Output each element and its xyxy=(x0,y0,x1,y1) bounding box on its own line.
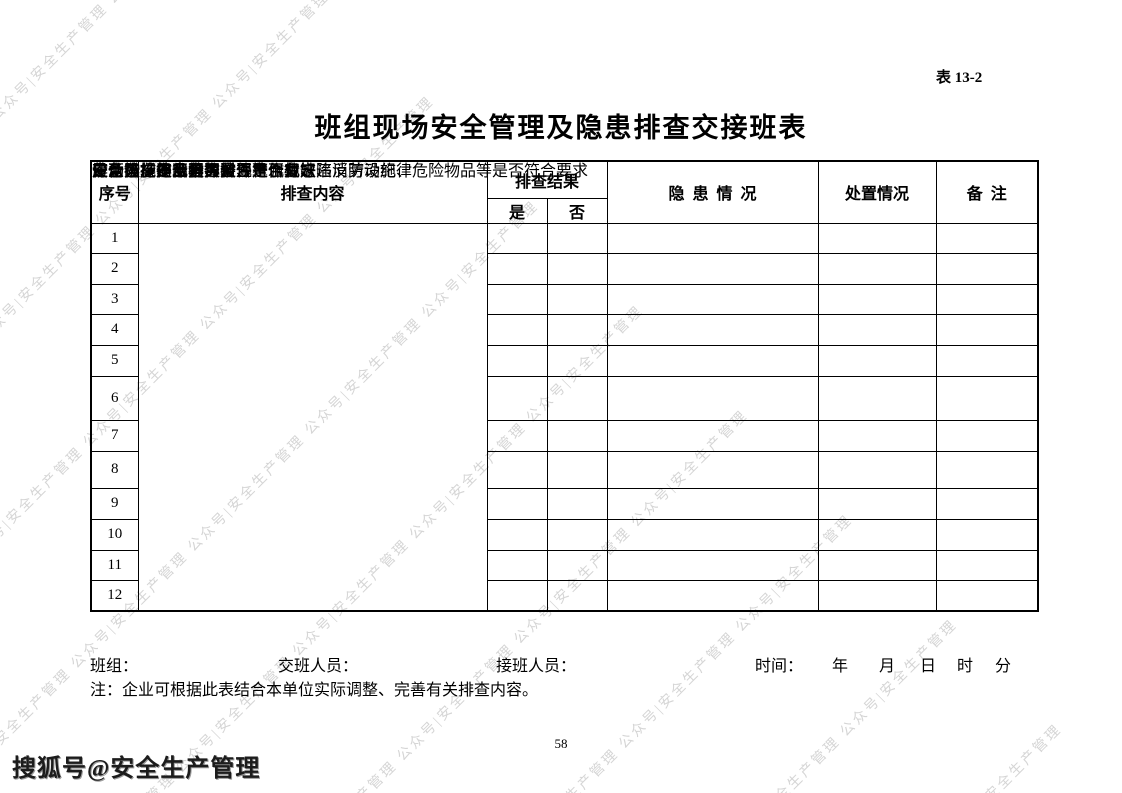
cell-result-no xyxy=(546,579,608,612)
header-row-1: 序号 排查内容 排查结果 隐 患 情 况 处置情况 备 注 xyxy=(90,160,1039,224)
cell-remark xyxy=(935,222,1039,254)
handover-label: 交班人员： xyxy=(278,658,359,675)
table-row: 10 xyxy=(90,161,1039,611)
cell-disposal xyxy=(817,222,937,254)
cell-result-no xyxy=(546,344,608,377)
header-col-result-yes: 是 xyxy=(486,197,548,224)
minute-label: 分 xyxy=(995,658,1012,675)
day-label: 日 xyxy=(920,658,937,675)
table-row: 8 应急措施是否落实 xyxy=(90,161,1039,611)
hour-label: 时 xyxy=(957,658,974,675)
cell-remark xyxy=(935,283,1039,315)
checklist-body: 1 设备设施、工具、附件是否有缺陷 2 设备设施安全防护装置是否良好 3 安全运行技术参数… xyxy=(90,161,1039,612)
cell-hazard xyxy=(606,283,819,315)
cell-disposal xyxy=(817,313,937,346)
cell-hazard xyxy=(606,344,819,377)
table-row: 7 是否存在违章指挥、违章作业、违反劳动纪律 xyxy=(90,161,1039,611)
table-row: 9 xyxy=(90,161,1039,611)
cell-hazard xyxy=(606,252,819,285)
cell-result-no xyxy=(546,222,608,254)
table-number-label: 表 13-2 xyxy=(936,70,983,86)
cell-content xyxy=(91,161,1039,611)
cell-hazard xyxy=(606,450,819,489)
cell-remark xyxy=(935,450,1039,489)
header-col-remark: 备 注 xyxy=(935,160,1039,224)
cell-result-no xyxy=(546,252,608,285)
note-text: 注：企业可根据此表结合本单位实际调整、完善有关排查内容。 xyxy=(90,682,539,699)
cell-result-yes xyxy=(486,313,548,346)
time-label: 时间： xyxy=(755,658,804,675)
cell-disposal xyxy=(817,344,937,377)
month-label: 月 xyxy=(879,658,896,675)
cell-result-yes xyxy=(486,252,548,285)
cell-hazard xyxy=(606,518,819,551)
team-label: 班组： xyxy=(90,658,139,675)
header-col-content: 排查内容 xyxy=(137,160,488,224)
year-label: 年 xyxy=(832,658,849,675)
cell-result-yes xyxy=(486,283,548,315)
inspection-table: 序号 排查内容 排查结果 隐 患 情 况 处置情况 备 注 是 否 1 设备设施、… xyxy=(90,160,1040,612)
table-row: 12 xyxy=(90,161,1039,612)
cell-remark xyxy=(935,549,1039,581)
cell-hazard xyxy=(606,375,819,421)
cell-hazard xyxy=(606,222,819,254)
header-col-index: 序号 xyxy=(90,160,139,224)
page-title: 班组现场安全管理及隐患排查交接班表 xyxy=(314,113,808,143)
cell-no: 3 xyxy=(90,283,139,315)
cell-no: 9 xyxy=(90,487,139,520)
page-number: 58 xyxy=(554,736,568,751)
cell-no: 11 xyxy=(90,549,139,581)
takeover-label: 接班人员： xyxy=(496,658,577,675)
cell-hazard xyxy=(606,579,819,612)
cell-disposal xyxy=(817,375,937,421)
cell-result-no xyxy=(546,487,608,520)
cell-result-yes xyxy=(486,518,548,551)
cell-result-no xyxy=(546,283,608,315)
sohu-account-watermark: 搜狐号@安全生产管理 xyxy=(12,756,261,782)
cell-no: 2 xyxy=(90,252,139,285)
cell-no: 7 xyxy=(90,419,139,452)
header-col-disposal: 处置情况 xyxy=(817,160,937,224)
table-row: 6 作业区域的安全通道、警示标志、消防设施、危险物品等是否符合要求 xyxy=(90,161,1039,611)
cell-disposal xyxy=(817,252,937,285)
cell-result-no xyxy=(546,313,608,346)
cell-no: 1 xyxy=(90,222,139,254)
cell-disposal xyxy=(817,518,937,551)
